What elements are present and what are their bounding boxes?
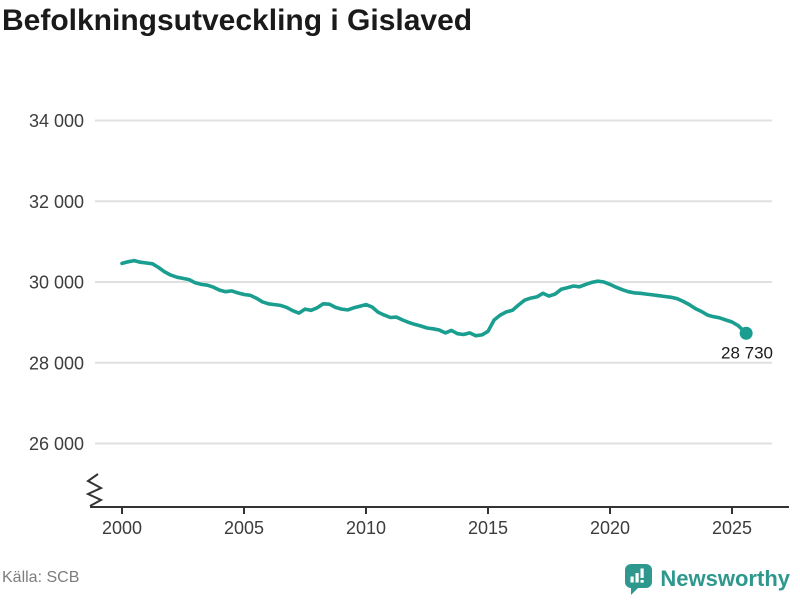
y-tick-label: 30 000 <box>29 273 84 293</box>
y-tick-label: 28 000 <box>29 353 84 373</box>
x-tick-label: 2015 <box>468 518 508 538</box>
axis-break-zigzag <box>85 473 104 507</box>
x-tick-label: 2005 <box>224 518 264 538</box>
x-tick-label: 2000 <box>102 518 142 538</box>
last-value-dot <box>739 326 753 340</box>
y-tick-label: 34 000 <box>29 111 84 131</box>
gridlines <box>95 119 772 445</box>
logo-text: Newsworthy <box>660 566 790 591</box>
x-tick-label: 2025 <box>712 518 752 538</box>
source-note: Källa: SCB <box>2 569 80 586</box>
y-tick-label: 32 000 <box>29 192 84 212</box>
y-axis-labels: 26 000 28 000 30 000 32 000 34 000 <box>29 111 84 454</box>
x-tick-label: 2010 <box>346 518 386 538</box>
y-tick-label: 26 000 <box>29 434 84 454</box>
population-series-line <box>120 258 749 338</box>
bar-chart-speech-bubble-icon <box>625 564 653 595</box>
newsworthy-logo[interactable]: Newsworthy <box>624 563 790 595</box>
x-axis-labels: 2000 2005 2010 2015 2020 2025 <box>102 518 752 538</box>
page-title: Befolkningsutveckling i Gislaved <box>2 4 473 37</box>
x-axis-ticks <box>121 507 733 514</box>
x-tick-label: 2020 <box>590 518 630 538</box>
last-value-label: 28 730 <box>721 343 773 362</box>
